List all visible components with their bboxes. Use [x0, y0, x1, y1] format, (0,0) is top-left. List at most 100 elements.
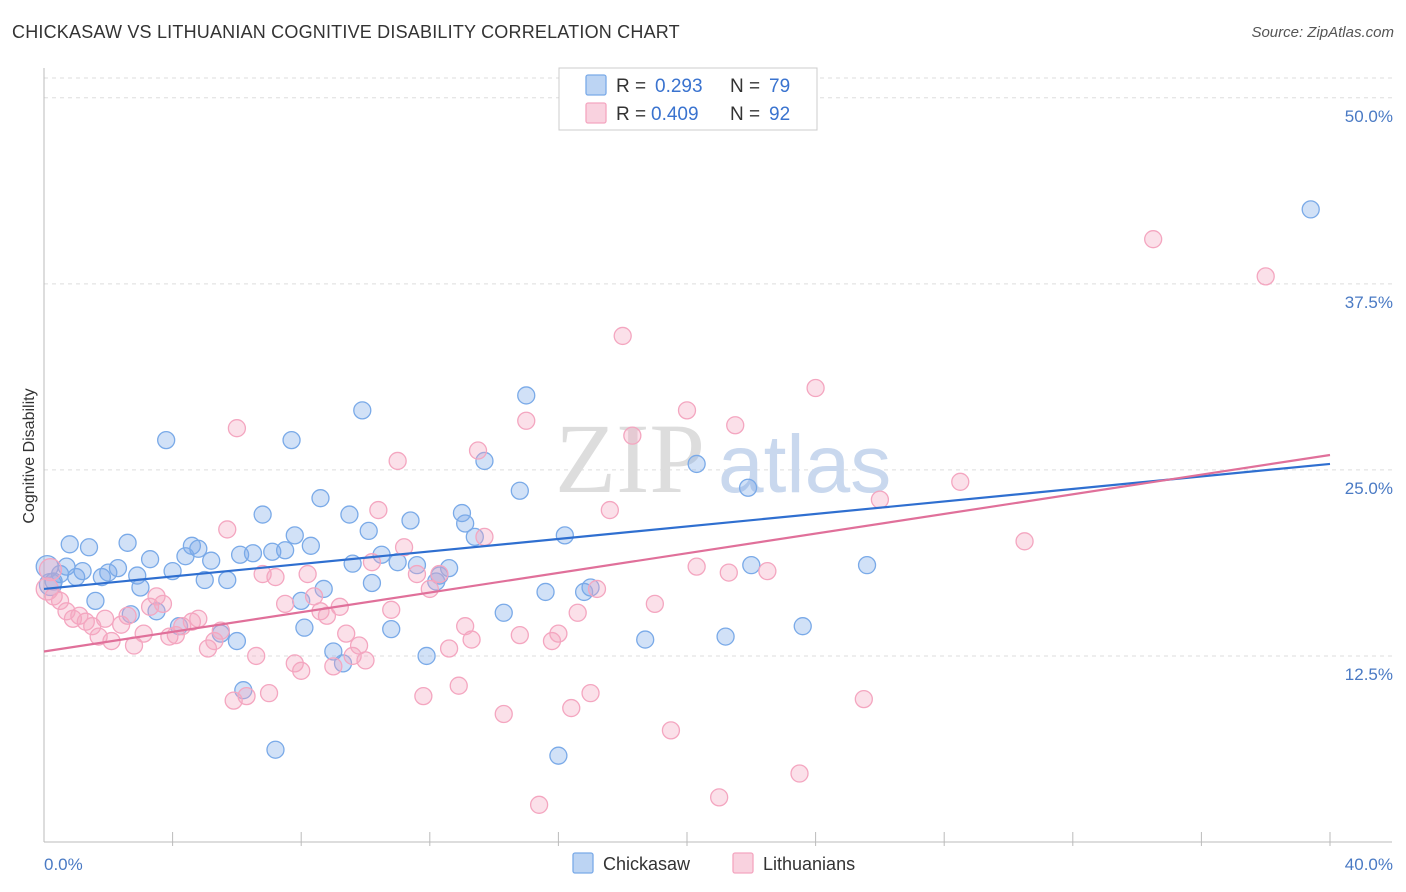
point-lithuanians	[369, 500, 388, 520]
legend: R = 0.293 N = 79 R = 0.409 N = 92	[558, 67, 818, 131]
point-lithuanians	[205, 631, 224, 651]
point-chickasaw	[510, 481, 529, 500]
point-chickasaw	[131, 578, 150, 597]
point-lithuanians	[112, 615, 131, 634]
y-tick-label: 50.0%	[1345, 107, 1393, 126]
point-chickasaw	[494, 603, 513, 622]
point-chickasaw	[340, 505, 359, 524]
point-lithuanians	[687, 557, 706, 576]
point-chickasaw	[79, 538, 99, 557]
point-chickasaw	[227, 631, 247, 651]
point-lithuanians	[854, 689, 873, 709]
point-lithuanians	[758, 561, 777, 581]
point-chickasaw	[295, 618, 314, 637]
point-lithuanians	[430, 564, 449, 584]
point-chickasaw	[73, 561, 92, 581]
point-chickasaw	[549, 746, 568, 765]
point-lithuanians	[275, 594, 295, 613]
point-chickasaw	[517, 386, 536, 405]
point-lithuanians	[95, 609, 115, 628]
point-lithuanians	[50, 591, 70, 611]
point-lithuanians	[806, 378, 825, 398]
point-lithuanians	[38, 557, 63, 582]
point-lithuanians	[581, 684, 600, 703]
point-lithuanians	[462, 630, 481, 649]
point-lithuanians	[324, 657, 343, 676]
point-chickasaw	[465, 527, 484, 547]
point-lithuanians	[645, 594, 664, 613]
chart-title: CHICKASAW VS LITHUANIAN COGNITIVE DISABI…	[12, 22, 680, 42]
point-chickasaw	[636, 630, 655, 649]
point-lithuanians	[517, 411, 536, 430]
point-lithuanians	[237, 686, 256, 706]
point-chickasaw	[536, 582, 555, 602]
point-lithuanians	[227, 419, 247, 438]
point-lithuanians	[394, 538, 414, 557]
point-lithuanians	[475, 527, 494, 547]
point-lithuanians	[661, 721, 681, 740]
data-points	[35, 200, 1320, 814]
point-lithuanians	[189, 609, 208, 628]
point-lithuanians	[600, 500, 619, 520]
point-chickasaw	[452, 503, 472, 523]
bottom-legend: Chickasaw Lithuanians	[572, 852, 855, 874]
point-chickasaw	[793, 617, 812, 636]
point-chickasaw	[243, 544, 263, 563]
trend-line-lithuanians	[43, 453, 1331, 653]
point-lithuanians	[494, 704, 513, 724]
point-lithuanians	[719, 563, 738, 582]
point-lithuanians	[870, 490, 890, 509]
point-lithuanians	[623, 426, 642, 445]
point-chickasaw	[439, 558, 459, 578]
point-lithuanians	[414, 686, 433, 706]
point-lithuanians	[388, 451, 407, 471]
watermark: ZIP atlas	[555, 403, 891, 514]
legend-n-value-lithuanians: 92	[769, 104, 790, 125]
point-chickasaw	[253, 505, 272, 524]
point-lithuanians	[259, 684, 279, 703]
point-lithuanians	[529, 795, 549, 814]
point-lithuanians	[218, 520, 237, 539]
point-lithuanians	[677, 401, 697, 420]
point-lithuanians	[266, 567, 285, 587]
point-lithuanians	[951, 472, 970, 491]
point-lithuanians	[247, 646, 266, 666]
point-lithuanians	[153, 594, 173, 613]
point-chickasaw	[301, 536, 320, 555]
axes	[43, 68, 1392, 846]
point-lithuanians	[147, 587, 166, 606]
point-chickasaw	[353, 401, 372, 420]
point-chickasaw	[140, 550, 160, 569]
y-tick-label: 37.5%	[1345, 293, 1393, 312]
point-lithuanians	[510, 625, 529, 645]
y-tick-label: 25.0%	[1345, 479, 1393, 498]
point-lithuanians	[542, 631, 562, 651]
point-lithuanians	[1144, 230, 1163, 249]
point-lithuanians	[468, 441, 488, 460]
legend-r-value-lithuanians: 0.409	[651, 104, 699, 125]
point-chickasaw	[314, 579, 333, 599]
point-chickasaw	[581, 578, 600, 597]
point-lithuanians	[549, 624, 568, 643]
point-chickasaw	[202, 551, 221, 570]
point-chickasaw	[401, 511, 420, 530]
point-lithuanians	[1256, 267, 1275, 286]
point-chickasaw	[282, 430, 301, 450]
bottom-legend-swatch-lithuanians	[732, 852, 754, 874]
point-lithuanians	[292, 661, 311, 680]
point-chickasaw	[266, 740, 285, 759]
point-lithuanians	[726, 416, 745, 435]
point-chickasaw	[555, 526, 574, 545]
legend-swatch-lithuanians	[585, 102, 607, 124]
point-lithuanians	[587, 579, 607, 599]
point-chickasaw	[60, 535, 79, 554]
point-lithuanians	[613, 326, 632, 346]
legend-n-label-chickasaw: N =	[730, 76, 760, 97]
point-chickasaw	[311, 489, 330, 508]
legend-n-value-chickasaw: 79	[769, 76, 790, 97]
series-lithuanians-points	[35, 230, 1275, 814]
point-chickasaw	[275, 541, 295, 560]
point-lithuanians	[790, 764, 809, 783]
point-lithuanians	[562, 698, 581, 718]
